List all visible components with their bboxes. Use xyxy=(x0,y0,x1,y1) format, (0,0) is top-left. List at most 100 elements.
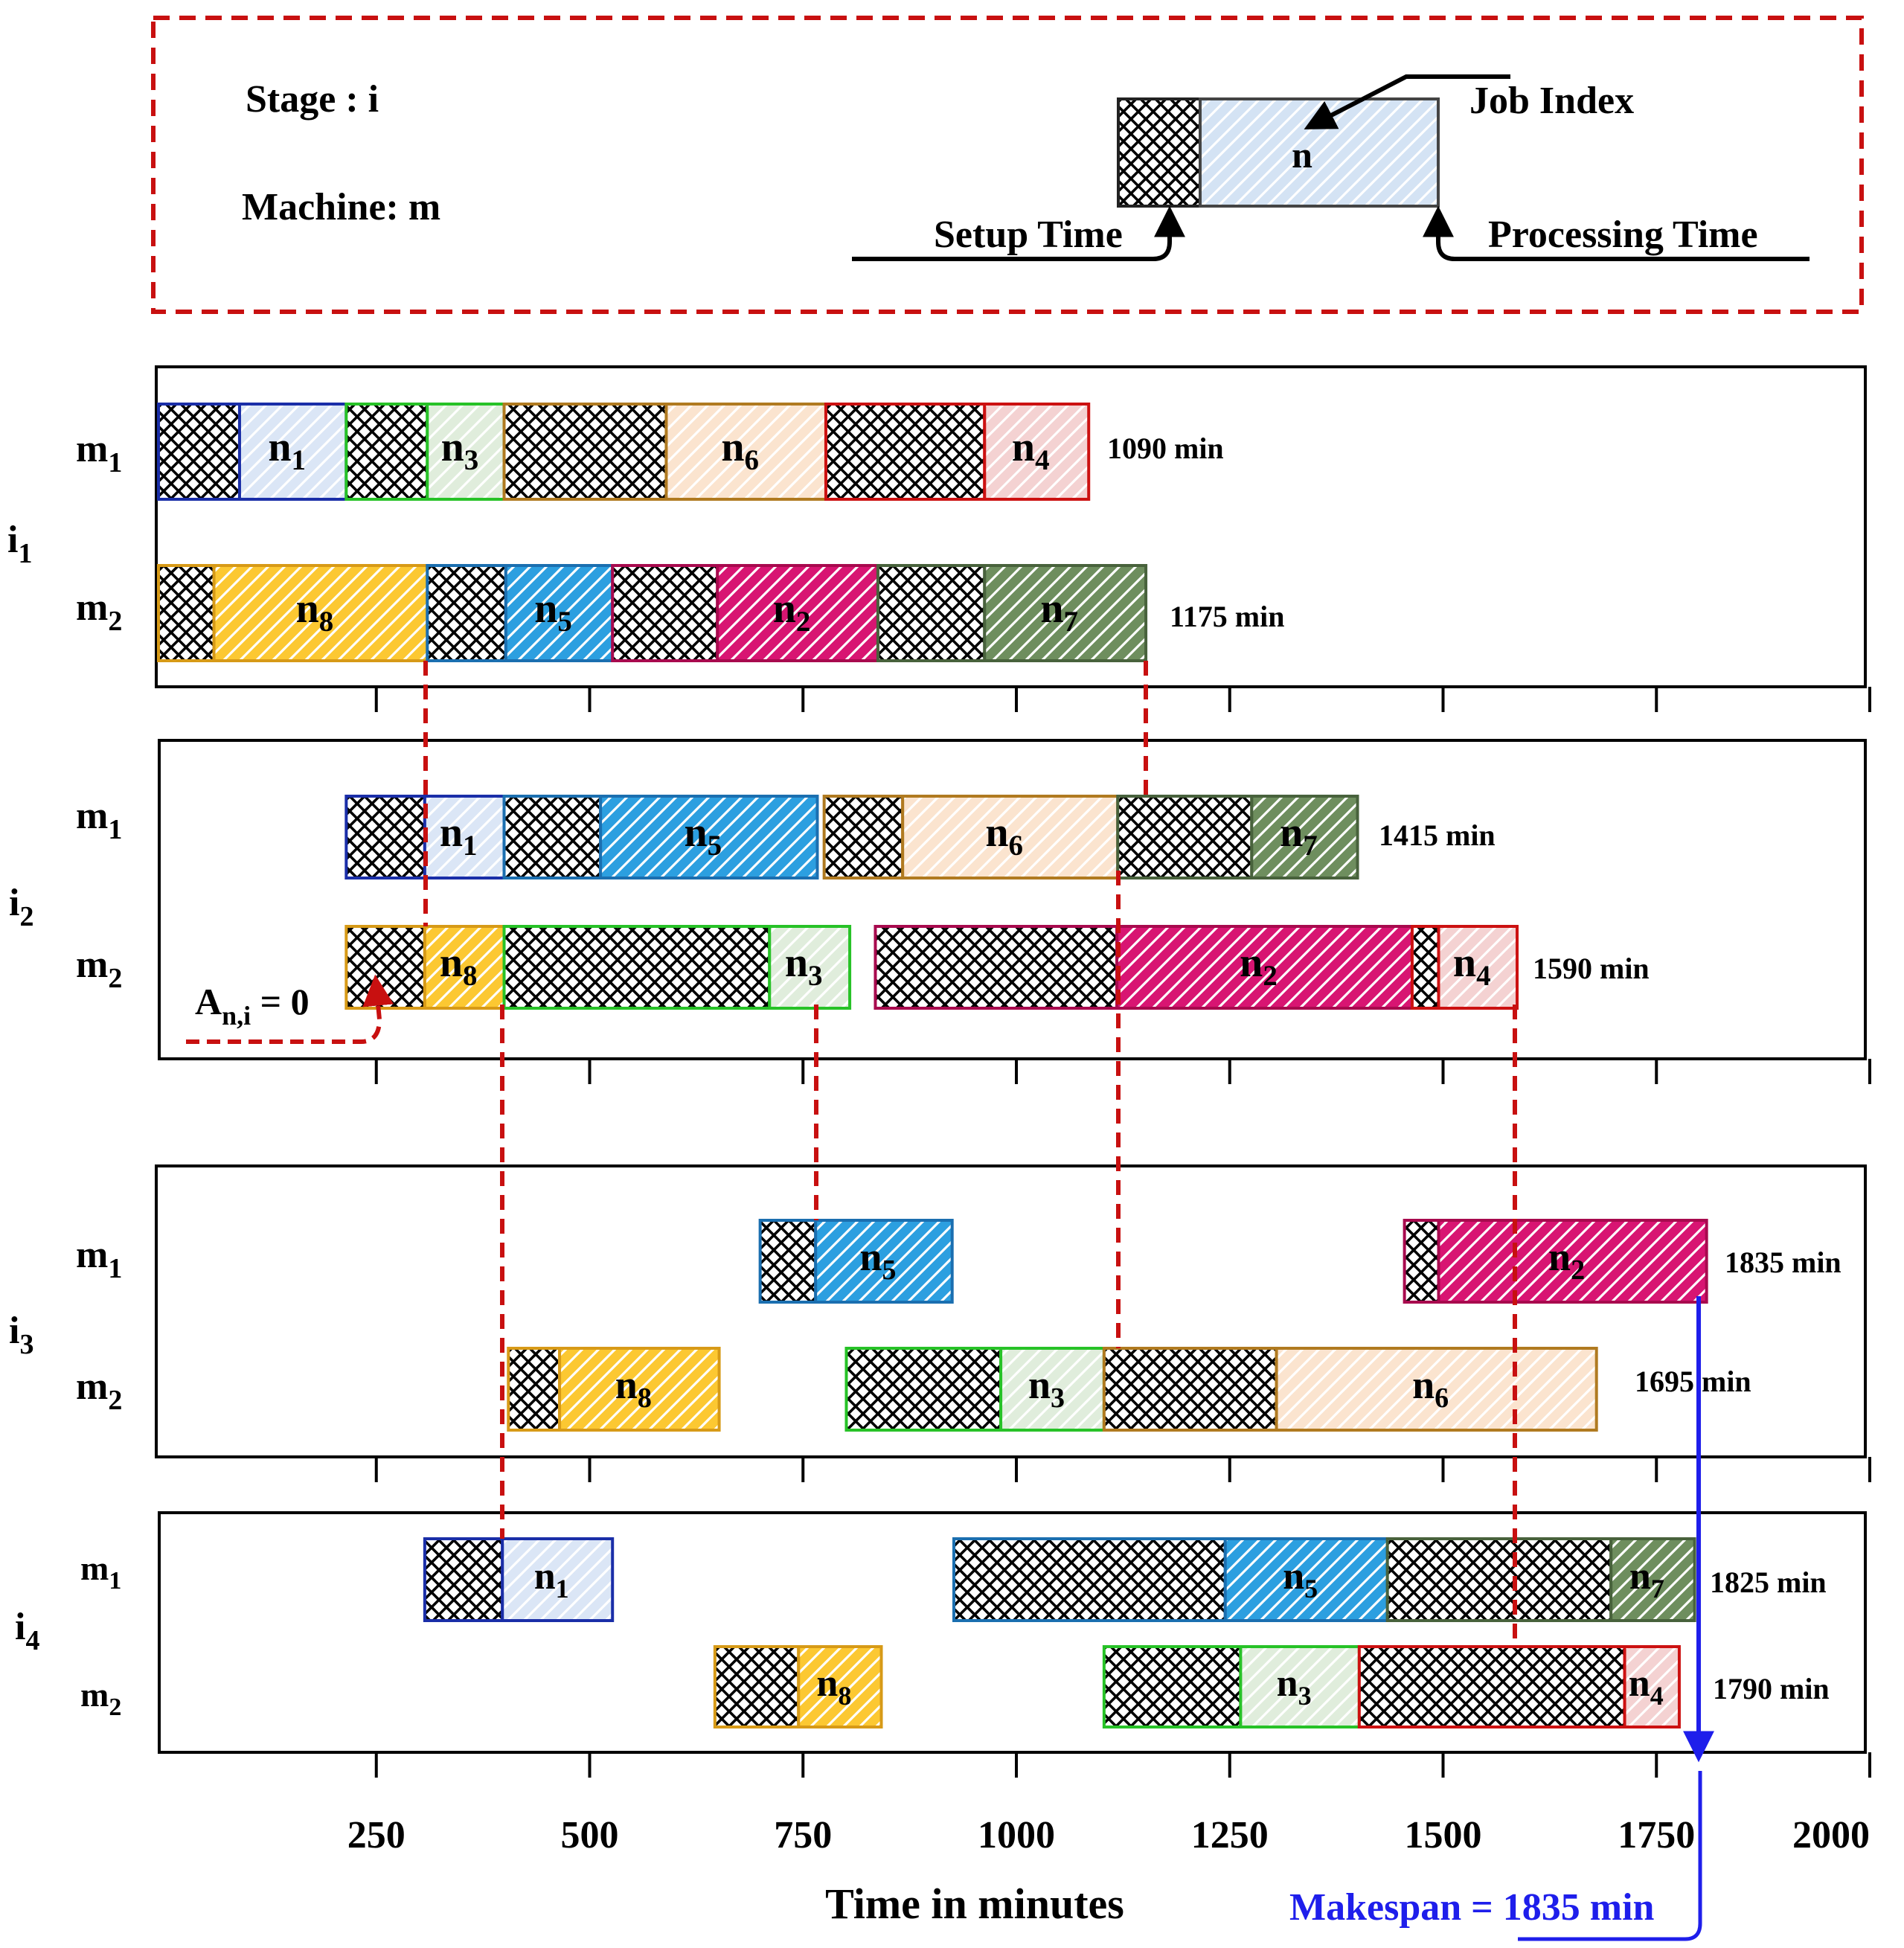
processing-segment xyxy=(504,564,615,662)
job-bar-n5: n5 xyxy=(758,1219,954,1304)
machine-label: m1 xyxy=(80,1549,121,1595)
job-label: n6 xyxy=(985,810,1023,862)
x-tick-label: 2000 xyxy=(1792,1814,1870,1856)
x-tick-label: 750 xyxy=(774,1814,832,1856)
machine-label: m1 xyxy=(76,428,122,478)
setup-segment xyxy=(1102,1347,1278,1432)
setup-segment xyxy=(844,1347,1003,1432)
setup-segment xyxy=(502,795,603,880)
job-label: n7 xyxy=(1280,810,1318,862)
job-label: n5 xyxy=(859,1234,896,1286)
setup-segment xyxy=(758,1219,818,1304)
machine-label: m1 xyxy=(76,795,122,845)
job-bar-n6: n6 xyxy=(1102,1347,1598,1432)
x-tick-label: 1250 xyxy=(1191,1814,1269,1856)
setup-segment xyxy=(344,925,426,1010)
stage-subscript: 1 xyxy=(18,538,32,569)
job-bar-n7: n7 xyxy=(1385,1537,1696,1622)
job-bar-n1: n1 xyxy=(157,403,348,501)
setup-segment xyxy=(824,403,987,501)
job-label: n5 xyxy=(684,810,722,862)
stage-label-1: i1 xyxy=(7,519,32,569)
completion-label: 1590 min xyxy=(1533,952,1650,985)
svg-text:i2: i2 xyxy=(9,882,33,932)
legend-frame xyxy=(151,16,1864,314)
processing-segment xyxy=(664,403,827,501)
arrival-arrow xyxy=(186,974,394,1044)
setup-segment xyxy=(874,925,1119,1010)
processing-segment xyxy=(1239,1645,1361,1728)
processing-segment xyxy=(716,564,879,662)
job-label: n1 xyxy=(440,810,478,862)
job-bar-n8: n8 xyxy=(157,564,429,662)
svg-text:i4: i4 xyxy=(15,1606,39,1656)
processing-segment xyxy=(983,403,1091,501)
processing-segment xyxy=(797,1645,883,1728)
setup-time-arrow xyxy=(852,205,1185,261)
setup-segment xyxy=(157,403,241,501)
setup-segment xyxy=(876,564,987,662)
job-bar-n7: n7 xyxy=(876,564,1148,662)
stage-label-3: i3 xyxy=(9,1310,33,1360)
job-label: n5 xyxy=(1283,1555,1318,1603)
job-bar-n6: n6 xyxy=(822,795,1120,880)
completion-label: 1825 min xyxy=(1710,1566,1827,1599)
stage-subscript: 4 xyxy=(25,1625,39,1656)
stage-subscript: 3 xyxy=(19,1329,33,1360)
arrival-label: An,i = 0 xyxy=(195,981,310,1031)
job-bar-n6: n6 xyxy=(502,403,827,501)
svg-text:i3: i3 xyxy=(9,1310,33,1360)
processing-segment xyxy=(423,795,506,880)
job-label: n6 xyxy=(721,424,759,476)
job-bar-n1: n1 xyxy=(423,1537,615,1622)
completion-label: 1175 min xyxy=(1170,600,1284,633)
job-label: n7 xyxy=(1629,1555,1664,1603)
job-label: n3 xyxy=(785,940,823,992)
stage-letter: i xyxy=(9,882,19,924)
processing-segment xyxy=(501,1537,615,1622)
job-bars: n1 n3 n6 n4 n8 n5 n2 n7 n1 n5 n6 n7 n8 n3 n2 n4 n5 n2 n8 n3… xyxy=(157,403,1708,1728)
legend-stage-label: Stage : i xyxy=(246,78,379,121)
job-bar-n4: n4 xyxy=(1357,1645,1681,1728)
processing-segment xyxy=(1250,795,1359,880)
job-bar-n3: n3 xyxy=(344,403,506,501)
job-label: n3 xyxy=(1277,1662,1312,1711)
setup-segment xyxy=(1102,1645,1243,1728)
job-bar-n5: n5 xyxy=(426,564,615,662)
processing-segment xyxy=(212,564,429,662)
setup-segment xyxy=(344,795,426,880)
setup-segment xyxy=(502,403,668,501)
setup-segment xyxy=(423,1537,504,1622)
processing-segment xyxy=(768,925,852,1010)
processing-segment xyxy=(1623,1645,1681,1728)
job-bar-n8: n8 xyxy=(713,1645,883,1728)
setup-segment xyxy=(502,925,772,1010)
stage-panel-1 xyxy=(155,365,1867,688)
job-bar-n3: n3 xyxy=(502,925,852,1010)
job-label: n3 xyxy=(1028,1362,1065,1414)
job-bar-n5: n5 xyxy=(502,795,819,880)
processing-segment xyxy=(814,1219,954,1304)
processing-segment xyxy=(1437,925,1519,1010)
job-bar-n4: n4 xyxy=(824,403,1091,501)
job-bar-n2: n2 xyxy=(611,564,879,662)
completion-label: 1090 min xyxy=(1107,432,1224,465)
completion-label: 1790 min xyxy=(1713,1672,1830,1705)
machine-label: m2 xyxy=(76,1365,122,1416)
processing-segment xyxy=(1437,1219,1708,1304)
processing-segment xyxy=(423,925,506,1010)
job-label: n4 xyxy=(1629,1662,1664,1711)
job-bar-n2: n2 xyxy=(1403,1219,1708,1304)
job-bar-n7: n7 xyxy=(1116,795,1359,880)
job-label: n5 xyxy=(534,586,572,638)
job-label: n1 xyxy=(534,1555,569,1603)
job-label: n6 xyxy=(1412,1362,1449,1414)
machine-label: m1 xyxy=(76,1234,122,1284)
job-bar-n3: n3 xyxy=(1102,1645,1361,1728)
processing-segment xyxy=(599,795,819,880)
stage-label-2: i2 xyxy=(9,882,33,932)
x-axis: 250 500 750 1000 1250 1500 1750 2000 xyxy=(347,687,1871,1856)
setup-segment xyxy=(157,564,216,662)
setup-segment xyxy=(1357,1645,1626,1728)
job-label: n8 xyxy=(615,1362,652,1414)
